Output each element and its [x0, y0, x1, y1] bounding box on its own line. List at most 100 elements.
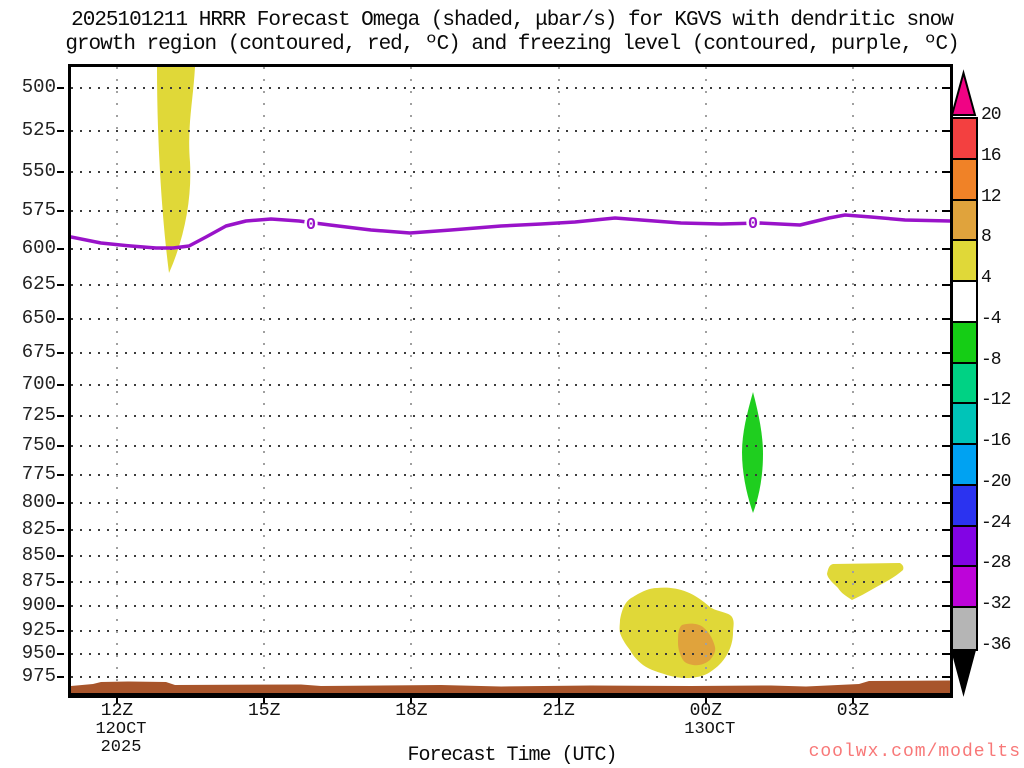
- v-gridline: [704, 67, 707, 693]
- x-axis-title: Forecast Time (UTC): [407, 744, 617, 767]
- y-axis-label: 725: [21, 403, 56, 426]
- chart-title-line2: growth region (contoured, red, ºC) and f…: [65, 33, 959, 56]
- colorbar-label: -20: [981, 471, 1011, 492]
- x-axis-label: 00Z: [689, 701, 722, 721]
- y-axis-tick-right: [942, 383, 950, 386]
- y-axis-tick-right: [942, 444, 950, 447]
- y-axis-tick-right: [942, 605, 950, 608]
- y-axis-tick-right: [942, 676, 950, 678]
- y-axis-tick-right: [942, 414, 950, 417]
- freezing-level-line: [71, 213, 950, 250]
- y-axis-label: 550: [21, 160, 56, 183]
- colorbar-segment: [953, 160, 976, 201]
- v-gridline: [557, 67, 560, 693]
- y-axis-label: 625: [21, 272, 56, 295]
- colorbar-segment: [953, 241, 976, 282]
- colorbar-label: -8: [981, 349, 1002, 370]
- y-axis-tick-right: [942, 210, 950, 213]
- overlay-layer: 0 0: [71, 213, 950, 693]
- y-axis-tick-left: [57, 86, 64, 89]
- colorbar-label: -28: [981, 553, 1011, 574]
- colorbar-segment: [953, 567, 976, 608]
- x-axis-tick: [410, 697, 413, 704]
- colorbar-label: -12: [981, 390, 1011, 411]
- y-axis-label: 875: [21, 569, 56, 592]
- y-axis-tick-right: [942, 318, 950, 321]
- h-gridline: [71, 171, 950, 174]
- y-axis-tick-left: [57, 605, 64, 608]
- chart-title-line1: 2025101211 HRRR Forecast Omega (shaded, …: [71, 9, 954, 32]
- x-axis-tick: [704, 697, 707, 704]
- colorbar-label: 20: [981, 105, 1002, 125]
- y-axis-tick-right: [942, 351, 950, 354]
- y-axis-tick-left: [57, 629, 64, 632]
- y-axis-tick-right: [942, 171, 950, 174]
- y-axis-label: 675: [21, 340, 56, 363]
- surface-terrain: [71, 680, 950, 693]
- y-axis-label: 500: [21, 75, 56, 98]
- y-axis-tick-right: [942, 528, 950, 531]
- y-axis-tick-right: [942, 629, 950, 632]
- colorbar-label: -16: [981, 431, 1011, 452]
- colorbar-segment: [953, 608, 976, 649]
- colorbar-label: -32: [981, 594, 1011, 615]
- y-axis-label: 950: [21, 642, 56, 665]
- y-axis-tick-left: [57, 676, 64, 678]
- y-axis-label: 775: [21, 462, 56, 485]
- h-gridline: [71, 676, 950, 678]
- freezing-level-contour-label-2: 0: [748, 215, 758, 234]
- y-axis-tick-right: [942, 473, 950, 476]
- y-axis-tick-right: [942, 580, 950, 583]
- y-axis-label: 750: [21, 433, 56, 456]
- colorbar-segment: [953, 486, 976, 527]
- x-axis-date-label: 13OCT: [684, 720, 736, 739]
- y-axis-label: 825: [21, 517, 56, 540]
- v-gridline: [116, 67, 118, 693]
- x-axis-tick: [116, 697, 118, 704]
- colorbar: [951, 117, 978, 651]
- colorbar-segment: [953, 364, 976, 404]
- y-axis-label: 650: [21, 307, 56, 330]
- y-axis-tick-left: [57, 580, 64, 583]
- h-gridline: [71, 247, 950, 250]
- colorbar-segment: [953, 527, 976, 567]
- x-axis-date-label: 2025: [100, 738, 142, 757]
- y-axis-label: 900: [21, 594, 56, 617]
- h-gridline: [71, 653, 950, 656]
- y-axis-label: 850: [21, 543, 56, 566]
- h-gridline: [71, 605, 950, 608]
- colorbar-top-arrow-shape: [950, 69, 977, 116]
- h-gridline: [71, 473, 950, 476]
- v-gridline: [852, 67, 854, 693]
- h-gridline: [71, 528, 950, 531]
- omega-updraft-blob-upper-yellow: [157, 67, 195, 273]
- y-axis-label: 700: [21, 372, 56, 395]
- x-axis-tick: [852, 697, 854, 704]
- y-axis-tick-right: [942, 130, 950, 133]
- x-axis-label: 18Z: [395, 701, 428, 721]
- y-axis-label: 925: [21, 618, 56, 641]
- colorbar-bottom-arrow-shape: [950, 649, 977, 697]
- y-axis-tick-left: [57, 554, 64, 557]
- y-axis-tick-left: [57, 501, 64, 504]
- colorbar-label: -36: [981, 635, 1011, 655]
- y-axis-tick-left: [57, 383, 64, 386]
- h-gridline: [71, 444, 950, 447]
- v-gridline: [410, 67, 413, 693]
- colorbar-segment: [953, 323, 976, 364]
- y-axis-tick-left: [57, 653, 64, 656]
- plot-area: 0 0: [68, 64, 953, 698]
- y-axis-tick-right: [942, 554, 950, 557]
- y-axis-label: 600: [21, 236, 56, 259]
- x-axis-label: 03Z: [836, 701, 870, 721]
- h-gridline: [71, 210, 950, 213]
- colorbar-label: -4: [981, 308, 1002, 329]
- y-axis-tick-left: [57, 130, 64, 133]
- y-axis-tick-left: [57, 283, 64, 286]
- y-axis-label: 575: [21, 199, 56, 222]
- colorbar-segment: [953, 119, 976, 160]
- x-axis-label: 12Z: [100, 701, 134, 721]
- x-axis-date-label: 12OCT: [95, 720, 147, 739]
- y-axis-tick-left: [57, 473, 64, 476]
